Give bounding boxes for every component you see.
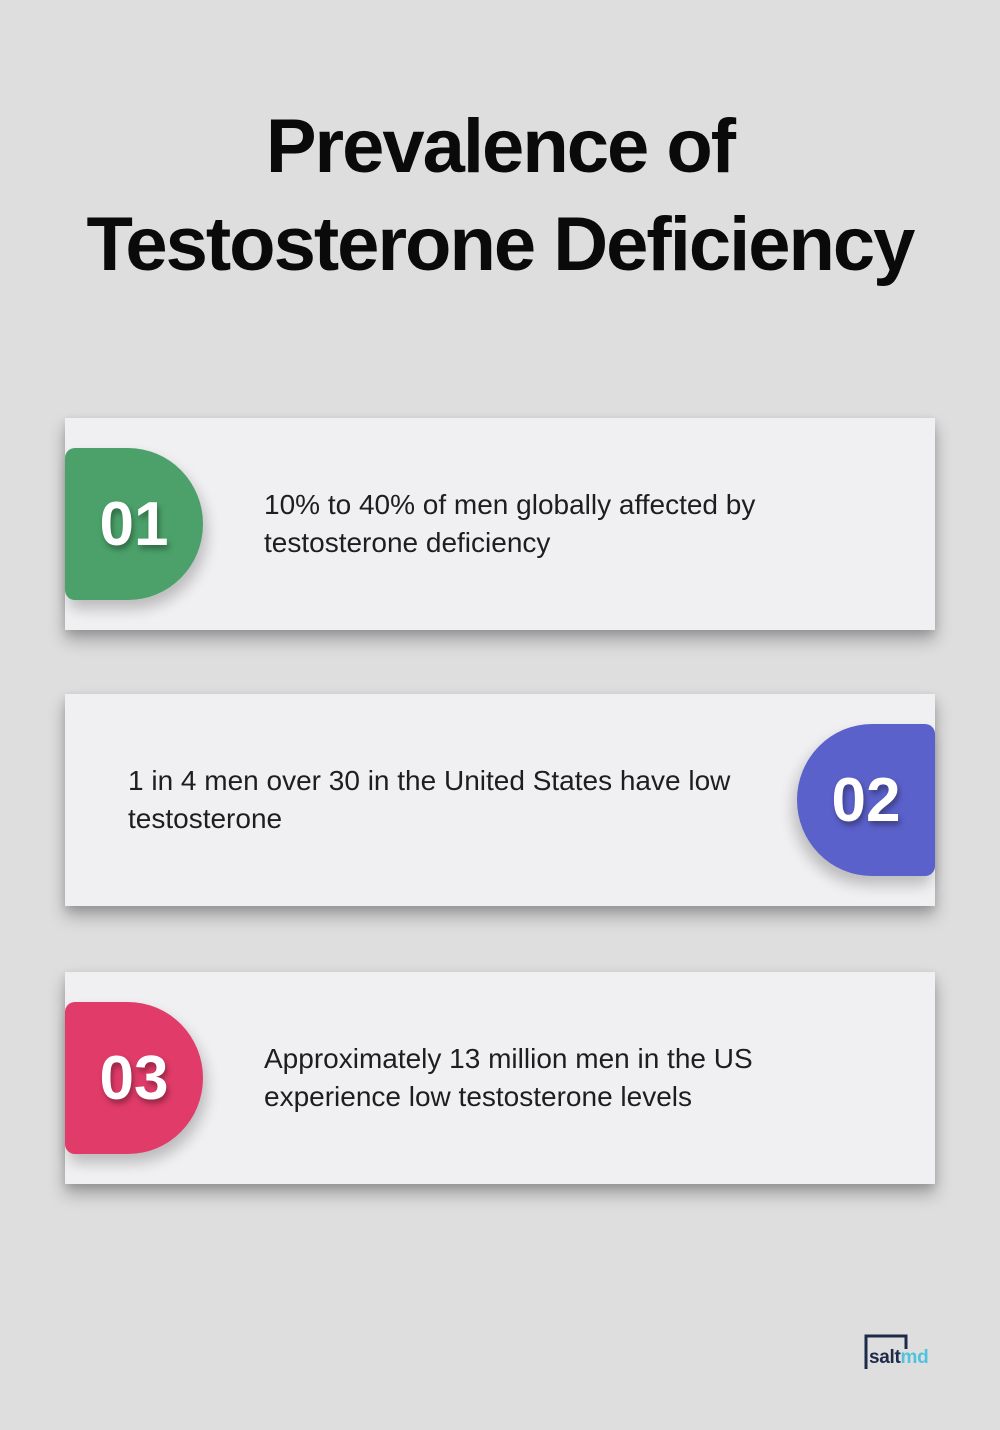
fact-text-1: 10% to 40% of men globally affected by t…: [264, 489, 756, 558]
fact-number-badge-2: 02: [797, 724, 935, 876]
logo-frame-icon: [864, 1334, 908, 1369]
logo-text-md: md: [900, 1347, 929, 1368]
page-title: Prevalence of Testosterone Deficiency: [0, 0, 1000, 294]
logo-frame-path: [864, 1334, 908, 1369]
logo-wordmark: saltmd: [869, 1347, 929, 1369]
fact-card-1: 01 10% to 40% of men globally affected b…: [65, 418, 935, 630]
fact-number-3: 03: [99, 1043, 169, 1113]
fact-text-2: 1 in 4 men over 30 in the United States …: [128, 765, 731, 834]
page-title-line-2: Testosterone Deficiency: [86, 202, 916, 287]
fact-number-badge-3: 03: [65, 1002, 203, 1154]
fact-text-3: Approximately 13 million men in the US e…: [264, 1043, 753, 1112]
fact-card-2: 02 1 in 4 men over 30 in the United Stat…: [65, 694, 935, 906]
saltmd-logo: saltmd: [864, 1334, 948, 1378]
fact-number-2: 02: [831, 765, 901, 835]
fact-number-1: 01: [99, 489, 169, 559]
page-title-line-1: Prevalence of: [265, 104, 736, 189]
fact-number-badge-1: 01: [65, 448, 203, 600]
fact-card-3: 03 Approximately 13 million men in the U…: [65, 972, 935, 1184]
logo-text-salt: salt: [869, 1347, 901, 1368]
